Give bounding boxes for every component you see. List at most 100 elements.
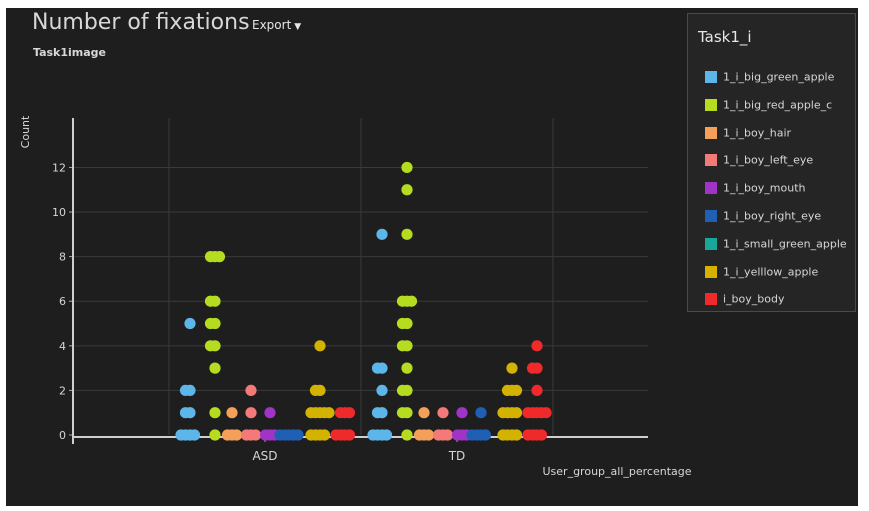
export-dropdown[interactable]: Export ▼ <box>252 18 301 32</box>
legend-label: 1_i_boy_mouth <box>723 181 806 195</box>
data-point[interactable] <box>318 429 331 441</box>
data-point[interactable] <box>531 340 543 352</box>
data-point[interactable] <box>396 407 409 419</box>
y-tick-label: 8 <box>59 251 66 264</box>
data-point[interactable] <box>479 429 492 441</box>
data-point[interactable] <box>475 407 487 419</box>
data-point[interactable] <box>380 429 393 441</box>
data-point[interactable] <box>240 429 253 441</box>
data-point[interactable] <box>264 407 276 419</box>
data-point[interactable] <box>305 429 317 441</box>
data-point[interactable] <box>396 340 409 352</box>
data-point[interactable] <box>437 407 449 419</box>
data-point[interactable] <box>376 228 388 240</box>
data-point[interactable] <box>401 161 413 174</box>
data-point[interactable] <box>213 251 226 263</box>
legend-item[interactable]: 1_i_boy_right_eye <box>705 209 821 225</box>
data-point[interactable] <box>179 384 192 397</box>
data-point[interactable] <box>274 429 286 441</box>
data-point[interactable] <box>309 384 322 397</box>
legend-item[interactable]: 1_i_boy_hair <box>705 126 791 142</box>
data-point[interactable] <box>245 407 257 419</box>
data-point[interactable] <box>209 407 221 419</box>
data-point[interactable] <box>226 407 238 419</box>
data-point[interactable] <box>204 340 217 352</box>
data-point[interactable] <box>522 407 534 419</box>
data-point[interactable] <box>413 429 426 441</box>
legend-item[interactable]: 1_i_boy_left_eye <box>705 153 813 169</box>
data-point[interactable] <box>535 429 548 441</box>
data-point[interactable] <box>401 184 413 196</box>
data-point[interactable] <box>401 362 413 374</box>
data-point[interactable] <box>230 429 243 441</box>
legend-label: 1_i_big_green_apple <box>723 70 835 84</box>
data-point[interactable] <box>204 295 217 307</box>
legend-swatch <box>705 98 717 111</box>
data-point[interactable] <box>501 384 514 397</box>
data-point[interactable] <box>209 429 221 441</box>
data-point[interactable] <box>343 407 356 419</box>
data-point[interactable] <box>466 429 478 441</box>
data-point[interactable] <box>456 407 468 419</box>
chart-title: Number of fixations <box>32 10 250 35</box>
data-point[interactable] <box>396 384 409 397</box>
data-point[interactable] <box>497 429 509 441</box>
data-point[interactable] <box>334 407 347 419</box>
data-point[interactable] <box>451 429 464 441</box>
legend-item[interactable]: i_boy_body <box>705 292 784 308</box>
data-point[interactable] <box>497 407 509 419</box>
data-point[interactable] <box>401 228 413 240</box>
data-point[interactable] <box>343 429 356 441</box>
y-tick-label: 10 <box>52 206 66 219</box>
legend-item[interactable]: 1_i_boy_mouth <box>705 181 805 197</box>
data-point[interactable] <box>221 429 234 441</box>
data-point[interactable] <box>204 317 217 330</box>
data-point[interactable] <box>249 429 262 441</box>
legend-swatch <box>705 182 717 195</box>
legend-swatch <box>705 154 717 167</box>
data-point[interactable] <box>245 384 257 397</box>
data-point[interactable] <box>396 295 409 307</box>
data-point[interactable] <box>432 429 445 441</box>
data-point[interactable] <box>330 429 342 441</box>
data-point[interactable] <box>405 295 418 307</box>
legend-item[interactable]: 1_i_big_red_apple_c <box>705 98 832 114</box>
data-point[interactable] <box>441 429 454 441</box>
data-point[interactable] <box>204 251 217 263</box>
data-point[interactable] <box>422 429 435 441</box>
export-label: Export <box>252 18 292 32</box>
data-point[interactable] <box>540 407 552 419</box>
data-point[interactable] <box>401 429 413 441</box>
legend: Task1_i 1_i_big_green_apple 1_i_big_red_a… <box>687 13 856 312</box>
data-point[interactable] <box>371 407 384 419</box>
data-point[interactable] <box>175 429 187 441</box>
data-point[interactable] <box>209 362 221 374</box>
data-point[interactable] <box>292 429 304 441</box>
y-tick-label: 0 <box>59 429 66 442</box>
legend-item[interactable]: 1_i_big_green_apple <box>705 70 834 86</box>
y-tick-label: 4 <box>59 340 66 353</box>
data-point[interactable] <box>367 429 379 441</box>
data-point[interactable] <box>418 407 430 419</box>
data-point[interactable] <box>526 362 539 374</box>
data-point[interactable] <box>522 429 534 441</box>
legend-title: Task1_i <box>698 28 752 46</box>
data-point[interactable] <box>396 317 409 330</box>
y-tick-label: 2 <box>59 384 66 397</box>
data-point[interactable] <box>323 407 335 419</box>
data-point[interactable] <box>259 429 272 441</box>
data-point[interactable] <box>510 407 523 419</box>
legend-item[interactable]: 1_i_yelllow_apple <box>705 265 818 281</box>
data-point[interactable] <box>531 384 543 397</box>
data-point[interactable] <box>506 362 518 374</box>
data-point[interactable] <box>510 384 523 397</box>
data-point[interactable] <box>184 317 196 330</box>
legend-item[interactable]: 1_i_small_green_apple <box>705 237 847 253</box>
data-point[interactable] <box>510 429 523 441</box>
data-point[interactable] <box>179 407 192 419</box>
data-point[interactable] <box>376 384 388 397</box>
data-point[interactable] <box>305 407 317 419</box>
data-point[interactable] <box>314 340 326 352</box>
data-point[interactable] <box>188 429 201 441</box>
data-point[interactable] <box>371 362 384 374</box>
